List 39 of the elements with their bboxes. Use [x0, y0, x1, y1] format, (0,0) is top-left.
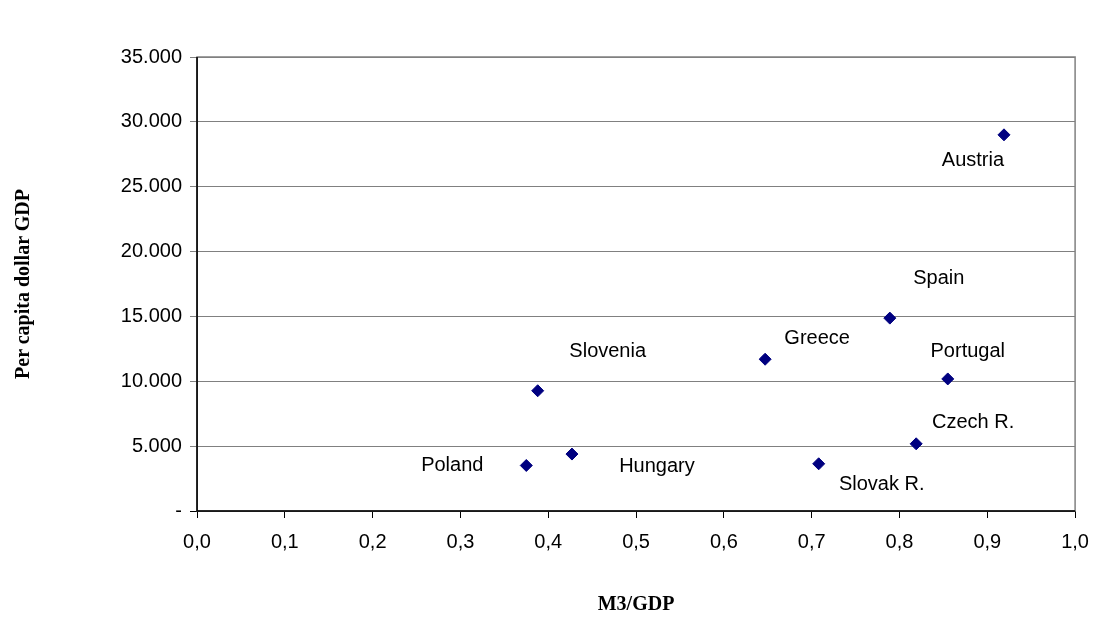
y-tick-label: 20.000 — [120, 239, 182, 262]
annotation: Slovak R. — [838, 472, 925, 495]
annotation: Slovenia — [569, 339, 647, 362]
y-tick-label: - — [175, 498, 182, 521]
annotation: Austria — [941, 148, 1005, 171]
point — [812, 457, 826, 471]
point — [519, 458, 533, 472]
x-tick-label: 0,7 — [797, 529, 826, 552]
point — [758, 352, 772, 366]
annotation: Poland — [421, 452, 484, 475]
point — [531, 384, 545, 398]
y-tick-label: 15.000 — [120, 303, 182, 326]
annotation: Portugal — [930, 339, 1006, 362]
x-tick-label: 0,3 — [446, 529, 475, 552]
x-tick-label: 0,5 — [622, 529, 650, 552]
point — [909, 437, 923, 451]
y-axis-title: Per capita dollar GDP — [11, 189, 35, 379]
x-tick-label: 0,8 — [885, 529, 914, 552]
point — [997, 128, 1011, 142]
x-tick-label: 0,2 — [358, 529, 387, 552]
annotation: Hungary — [619, 453, 695, 476]
point — [883, 311, 897, 325]
annotation: Greece — [784, 325, 850, 348]
x-tick-label: 0,0 — [183, 529, 211, 552]
annotation: Czech R. — [932, 410, 1015, 433]
y-tick-label: 30.000 — [120, 109, 182, 132]
annotation: Spain — [913, 265, 965, 288]
x-axis-title: M3/GDP — [597, 592, 675, 615]
x-tick-label: 0,9 — [973, 529, 1002, 552]
x-tick-label: 0,6 — [709, 529, 738, 552]
y-tick-label: 10.000 — [120, 368, 182, 391]
x-tick-label: 1,0 — [1061, 529, 1089, 552]
y-tick-label: 35.000 — [120, 44, 182, 67]
y-tick-label: 5.000 — [131, 433, 182, 456]
y-tick-label: 25.000 — [120, 174, 182, 197]
x-tick-label: 0,4 — [534, 529, 563, 552]
x-tick-label: 0,1 — [270, 529, 299, 552]
point — [565, 447, 579, 461]
point — [941, 372, 955, 386]
